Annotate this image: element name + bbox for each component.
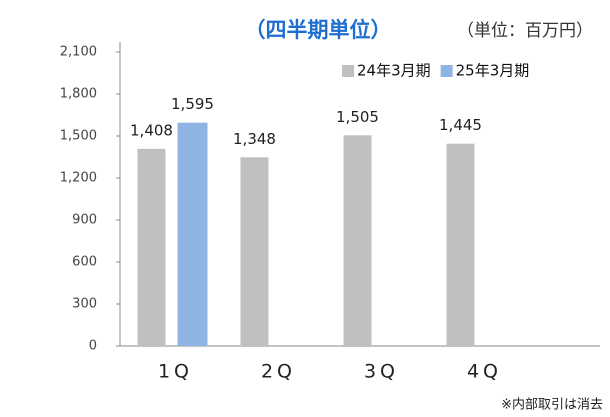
value-label: 1,348 bbox=[233, 130, 276, 148]
bar bbox=[343, 135, 372, 346]
value-label: 1,408 bbox=[130, 121, 173, 139]
bar bbox=[446, 143, 475, 346]
x-tick-label: 4Q bbox=[467, 361, 502, 383]
x-tick-label: 1Q bbox=[158, 361, 193, 383]
x-tick-label: 2Q bbox=[261, 361, 296, 383]
y-tick-label: 1,800 bbox=[60, 87, 97, 102]
bar bbox=[137, 148, 166, 346]
y-tick-label: 1,200 bbox=[60, 171, 97, 186]
legend-swatch bbox=[342, 65, 354, 77]
bar bbox=[177, 122, 208, 346]
legend-label: 25年3月期 bbox=[456, 62, 530, 80]
y-tick-label: 300 bbox=[72, 297, 97, 312]
chart-title: （四半期単位） bbox=[245, 18, 392, 42]
bar bbox=[240, 157, 269, 346]
footnote: ※内部取引は消去 bbox=[501, 397, 603, 413]
value-label: 1,445 bbox=[439, 116, 482, 134]
x-tick-label: 3Q bbox=[364, 361, 399, 383]
y-tick-label: 2,100 bbox=[60, 45, 97, 60]
value-label: 1,595 bbox=[171, 95, 214, 113]
y-tick-label: 600 bbox=[72, 255, 97, 270]
legend-swatch bbox=[440, 65, 453, 77]
value-label: 1,505 bbox=[336, 108, 379, 126]
y-tick-label: 900 bbox=[72, 213, 97, 228]
y-tick-label: 0 bbox=[89, 339, 97, 354]
legend-label: 24年3月期 bbox=[357, 62, 431, 80]
unit-label: （単位：百万円） bbox=[457, 21, 593, 41]
y-tick-label: 1,500 bbox=[60, 129, 97, 144]
